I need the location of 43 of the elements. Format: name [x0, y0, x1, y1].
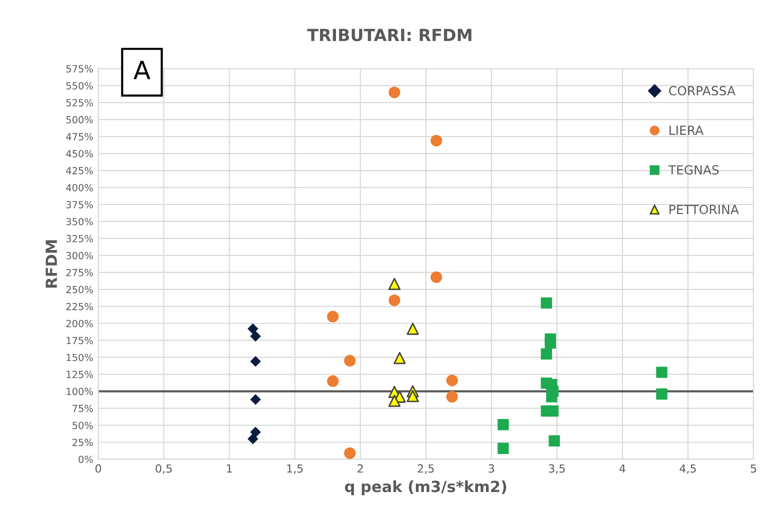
- x-tick-label: 3: [488, 464, 494, 473]
- y-tick-label: 175%: [66, 336, 93, 344]
- x-tick-label: 0,5: [156, 464, 172, 474]
- y-tick-label: 350%: [66, 218, 93, 226]
- x-tick-label: 1: [227, 464, 232, 473]
- y-tick-label: 325%: [66, 234, 93, 242]
- y-tick-label: 275%: [66, 268, 93, 276]
- y-tick-label: 500%: [66, 116, 93, 124]
- y-tick-label: 300%: [66, 252, 93, 260]
- y-tick-label: 100%: [66, 388, 93, 396]
- annotation: A: [134, 60, 150, 80]
- y-tick-label: 375%: [66, 200, 93, 208]
- y-tick-label: 225%: [66, 302, 93, 310]
- y-tick-label: 250%: [66, 286, 93, 294]
- y-tick-label: 525%: [66, 99, 93, 106]
- legend-label: CORPASSA: [669, 86, 736, 96]
- y-tick-label: 150%: [66, 354, 93, 362]
- y-tick-label: 575%: [66, 65, 93, 72]
- x-tick-label: 2: [358, 464, 363, 473]
- y-tick-label: 550%: [66, 82, 93, 90]
- x-tick-label: 0: [95, 464, 102, 473]
- y-tick-label: 0%: [78, 456, 93, 464]
- y-tick-label: 425%: [66, 167, 93, 174]
- y-tick-label: 50%: [72, 422, 93, 430]
- x-axis-title: q peak (m3/s*km2): [344, 480, 506, 496]
- x-tick-label: 4: [619, 464, 626, 473]
- y-tick-label: 400%: [66, 184, 93, 192]
- chart-title: TRIBUTARI: RFDM: [307, 28, 472, 42]
- legend-label: TEGNAS: [668, 165, 719, 175]
- x-tick-label: 4,5: [680, 464, 696, 474]
- x-tick-label: 3,5: [548, 464, 565, 474]
- legend-label: PETTORINA: [670, 204, 739, 214]
- y-tick-label: 75%: [72, 404, 93, 412]
- x-tick-label: 1,5: [287, 464, 303, 474]
- x-tick-label: 5: [750, 464, 756, 473]
- y-tick-label: 25%: [72, 438, 93, 446]
- y-tick-label: 475%: [66, 133, 93, 140]
- y-tick-label: 200%: [66, 320, 93, 328]
- y-tick-label: 125%: [66, 370, 93, 378]
- y-axis-title: RFDM: [46, 240, 57, 288]
- legend-label: LIERA: [670, 126, 704, 135]
- y-tick-label: 450%: [66, 150, 93, 158]
- x-tick-label: 2,5: [418, 464, 434, 474]
